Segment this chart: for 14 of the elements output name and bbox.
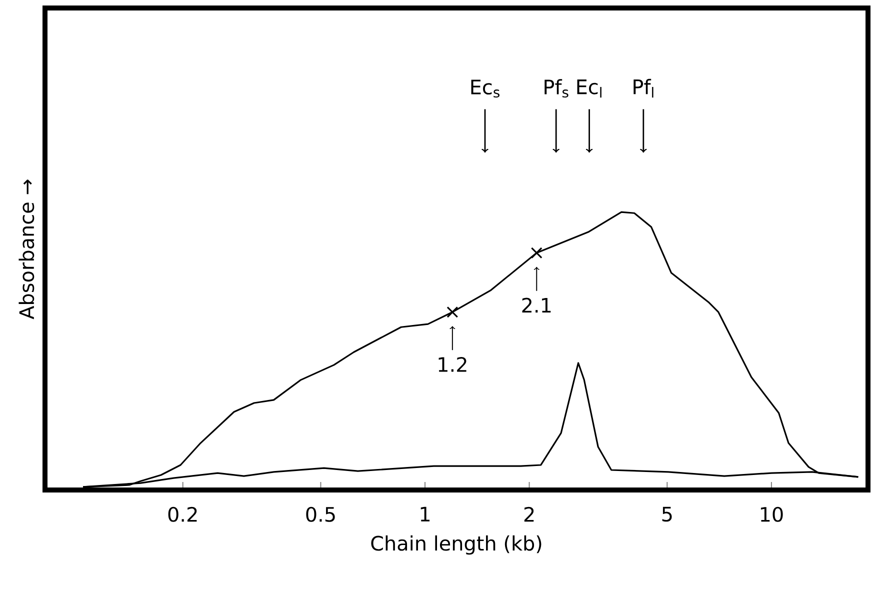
x-tick-label: 1 — [420, 506, 430, 522]
y-axis-title: Absorbance → — [18, 180, 34, 320]
annotation: 2.1 — [522, 298, 551, 313]
ref-line-label: Ec$_{l}$ — [577, 80, 602, 98]
x-tick-label: 10 — [760, 506, 783, 522]
ref-line-label: Pf$_{s}$ — [544, 79, 568, 98]
x-tick-label: 0.2 — [168, 506, 197, 522]
ref-line-label: Pf$_{l}$ — [634, 78, 654, 98]
x-tick-label: 5 — [662, 506, 672, 522]
x-tick-label: 0.5 — [306, 506, 335, 522]
x-axis-title: Chain length (kb) — [371, 535, 542, 555]
annotation: 1.2 — [438, 356, 466, 372]
x-tick-label: 2 — [524, 506, 534, 522]
ref-line-label: Ec$_{s}$ — [471, 80, 500, 98]
